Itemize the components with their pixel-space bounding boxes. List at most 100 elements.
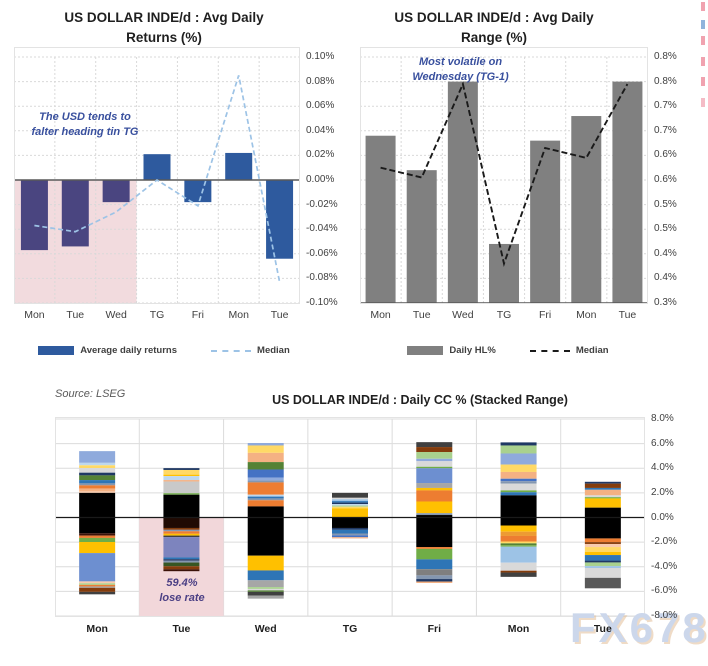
stacked-bar-mon-0 [79, 451, 116, 595]
edge-artifact-3 [701, 57, 705, 66]
returns-title-line2: Returns (%) [126, 30, 202, 45]
returns-bar-tue-6 [266, 180, 294, 259]
returns-xlabel-2: Wed [105, 309, 127, 321]
returns-ytick-1: 0.08% [306, 75, 335, 87]
returns-annotation-line2: falter heading tin TG [31, 126, 139, 138]
returns-ytick-3: 0.04% [306, 124, 335, 136]
stacked-xlabel-3: TG [342, 623, 358, 635]
stacked-xlabel-1: Tue [172, 623, 191, 635]
stacked-annotation: 59.4% lose rate [139, 576, 225, 606]
stacked-bar-mon-5 [500, 442, 537, 577]
stacked-xlabel-4: Fri [427, 623, 441, 635]
stacked-bar-fri-4 [416, 442, 453, 584]
range-median-swatch [529, 349, 570, 352]
edge-artifact-1 [701, 20, 705, 29]
returns-legend-item-median: Median [211, 345, 290, 356]
returns-ytick-7: -0.04% [306, 223, 338, 235]
returns-legend-label-bars: Average daily returns [80, 345, 178, 356]
range-ytick-7: 0.5% [654, 223, 677, 235]
returns-ytick-2: 0.06% [306, 100, 335, 112]
range-bar-fri-4 [530, 140, 561, 303]
range-xlabel-3: TG [496, 309, 512, 321]
edge-artifact-4 [701, 77, 705, 86]
stacked-xlabel-5: Mon [507, 623, 530, 635]
range-ytick-10: 0.3% [654, 297, 677, 308]
returns-chart-title: US DOLLAR INDE/d : Avg Daily Returns (%) [14, 8, 314, 48]
returns-bar-tg-3 [143, 154, 171, 180]
range-title-line2: Range (%) [460, 30, 527, 45]
range-ytick-4: 0.6% [654, 149, 677, 161]
range-xlabel-2: Wed [452, 309, 474, 321]
returns-xlabel-3: TG [149, 309, 165, 321]
range-ytick-9: 0.4% [654, 272, 677, 284]
range-ytick-1: 0.8% [654, 75, 677, 87]
range-bar-wed-2 [447, 81, 478, 303]
returns-title-line1: US DOLLAR INDE/d : Avg Daily [64, 10, 264, 25]
returns-legend-label-median: Median [257, 345, 290, 356]
source-note: Source: LSEG [55, 388, 126, 400]
stacked-bar-tg-3 [332, 492, 368, 539]
stacked-bar-tue-1 [163, 468, 200, 572]
range-bar-mon-5 [571, 116, 602, 303]
range-legend-label-median: Median [575, 345, 609, 356]
range-plot [360, 47, 648, 304]
range-ytick-0: 0.8% [654, 51, 677, 62]
stacked-annotation-line2: lose rate [159, 592, 205, 604]
stacked-annotation-line1: 59.4% [166, 577, 198, 589]
range-legend-item-median: Median [529, 345, 609, 356]
stacked-xlabel-2: Wed [254, 623, 277, 635]
returns-ytick-0: 0.10% [306, 51, 335, 62]
returns-legend-item-bars: Average daily returns [38, 345, 177, 356]
returns-ytick-9: -0.08% [306, 272, 338, 284]
returns-ytick-4: 0.02% [306, 149, 335, 161]
edge-artifact-2 [701, 36, 705, 45]
returns-legend: Average daily returns Median [14, 345, 314, 356]
edge-artifact-0 [701, 2, 705, 11]
stacked-ytick-2: 4.0% [651, 462, 674, 474]
range-xlabel-6: Tue [618, 309, 637, 321]
stacked-bar-wed-2 [247, 443, 284, 599]
returns-ytick-10: -0.10% [306, 297, 338, 308]
returns-bar-fri-4 [184, 180, 212, 203]
range-chart-title: US DOLLAR INDE/d : Avg Daily Range (%) [354, 8, 634, 48]
range-ytick-5: 0.6% [654, 174, 677, 185]
stacked-plot [55, 417, 645, 617]
returns-annotation-line1: The USD tends to [39, 111, 131, 123]
returns-xlabel-6: Tue [270, 309, 289, 321]
returns-ytick-8: -0.06% [306, 247, 338, 259]
watermark: FX678 [570, 604, 708, 651]
range-annotation-line2: Wednesday (TG-1) [412, 71, 509, 83]
range-bar-mon-0 [365, 135, 396, 303]
range-annotation-line1: Most volatile on [418, 56, 503, 68]
range-xlabel-4: Fri [539, 309, 552, 321]
range-title-line1: US DOLLAR INDE/d : Avg Daily [394, 10, 594, 25]
returns-median-swatch [211, 349, 252, 352]
returns-xlabel-5: Mon [228, 309, 249, 321]
range-ytick-6: 0.5% [654, 198, 677, 210]
range-bar-tue-1 [406, 170, 437, 303]
range-ytick-8: 0.4% [654, 247, 677, 259]
edge-artifact-5 [701, 98, 705, 107]
stacked-ytick-0: 8.0% [651, 413, 674, 424]
range-legend: Daily HL% Median [368, 345, 648, 356]
range-median-line [380, 81, 629, 267]
range-legend-item-bars: Daily HL% [407, 345, 496, 356]
stacked-ytick-1: 6.0% [651, 437, 674, 449]
range-xlabel-5: Mon [576, 309, 597, 321]
returns-xlabel-1: Tue [66, 309, 85, 321]
stacked-ytick-3: 2.0% [651, 486, 674, 498]
returns-ytick-5: 0.00% [306, 174, 335, 185]
stacked-xlabel-6: Tue [593, 623, 612, 635]
range-bar-tg-3 [489, 243, 519, 303]
stacked-ytick-8: -8.0% [651, 610, 678, 621]
stacked-xlabel-0: Mon [86, 623, 108, 635]
stacked-ytick-4: 0.0% [651, 511, 674, 523]
stacked-ytick-5: -2.0% [651, 536, 678, 548]
stacked-bar-tue-6 [584, 481, 621, 589]
stacked-ytick-7: -6.0% [651, 585, 678, 597]
stacked-ytick-6: -4.0% [651, 560, 678, 572]
range-xlabel-1: Tue [412, 309, 431, 321]
returns-bar-swatch [38, 346, 75, 355]
range-ytick-3: 0.7% [654, 124, 677, 136]
